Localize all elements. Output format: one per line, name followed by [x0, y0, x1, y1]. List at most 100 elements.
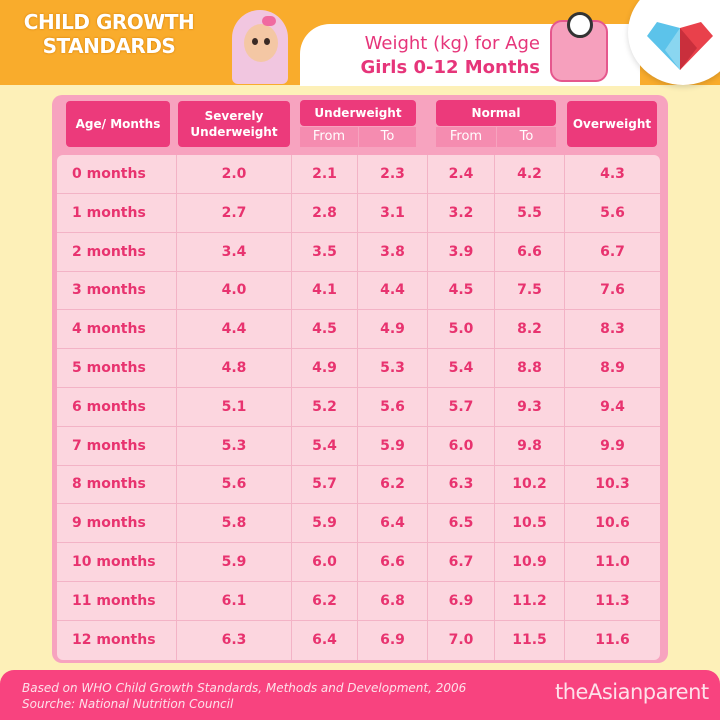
- table-row: 0 months 2.0 2.1 2.3 2.4 4.2 4.3: [57, 155, 660, 194]
- cell-normal-to: 11.5: [495, 620, 565, 660]
- cell-overweight: 11.0: [595, 554, 630, 570]
- table-row: 1 months 2.7 2.8 3.1 3.2 5.5 5.6: [57, 193, 660, 233]
- cell-severely-underweight: 5.6: [177, 465, 292, 504]
- subtitle-line-2: Girls 0-12 Months: [360, 57, 540, 78]
- scale-icon: [550, 12, 608, 82]
- title-line-2: STANDARDS: [42, 34, 176, 58]
- table-row: 8 months 5.6 5.7 6.2 6.3 10.2 10.3: [57, 465, 660, 505]
- cell-age: 6 months: [57, 387, 177, 426]
- header-age: Age/ Months: [66, 101, 170, 147]
- cell-normal-to: 10.2: [495, 465, 565, 504]
- cell-underweight-from: 5.9: [292, 504, 358, 543]
- cell-normal-from: 4.5: [428, 271, 495, 310]
- cell-normal-from: 3.9: [428, 232, 495, 271]
- cell-normal-to: 10.5: [495, 504, 565, 543]
- cell-normal-from: 5.0: [428, 310, 495, 349]
- cell-severely-underweight: 5.3: [177, 426, 292, 465]
- subtitle-line-1: Weight (kg) for Age: [364, 33, 540, 54]
- cell-severely-underweight: 4.4: [177, 310, 292, 349]
- cell-overweight: 11.6: [595, 632, 630, 649]
- cell-normal-to: 10.9: [495, 543, 565, 581]
- cell-underweight-from: 5.4: [292, 426, 358, 465]
- table-row: 7 months 5.3 5.4 5.9 6.0 9.8 9.9: [57, 426, 660, 466]
- subtitle: Weight (kg) for Age Girls 0-12 Months: [330, 32, 540, 80]
- cell-overweight: 6.7: [600, 243, 625, 260]
- cell-normal-from: 7.0: [428, 620, 495, 660]
- cell-underweight-from: 4.9: [292, 349, 358, 387]
- cell-normal-from: 6.7: [428, 543, 495, 581]
- cell-underweight-to: 6.8: [358, 581, 428, 620]
- cell-normal-to: 9.3: [495, 387, 565, 426]
- header-normal-from: From: [436, 127, 496, 147]
- table-row: 2 months 3.4 3.5 3.8 3.9 6.6 6.7: [57, 232, 660, 272]
- cell-overweight: 9.4: [600, 398, 625, 415]
- cell-overweight: 9.9: [600, 437, 625, 454]
- cell-severely-underweight: 2.0: [177, 155, 292, 193]
- cell-underweight-from: 3.5: [292, 232, 358, 271]
- table-row: 5 months 4.8 4.9 5.3 5.4 8.8 8.9: [57, 349, 660, 388]
- header-underweight-from: From: [300, 127, 358, 147]
- cell-underweight-from: 4.5: [292, 310, 358, 349]
- cell-severely-underweight: 2.7: [177, 193, 292, 232]
- cell-underweight-to: 6.9: [358, 620, 428, 660]
- cell-underweight-from: 4.1: [292, 271, 358, 310]
- header-normal-to: To: [497, 127, 556, 147]
- cell-normal-from: 6.5: [428, 504, 495, 543]
- cell-normal-to: 8.8: [495, 349, 565, 387]
- cell-age: 0 months: [57, 155, 177, 193]
- cell-normal-to: 7.5: [495, 271, 565, 310]
- cell-underweight-to: 4.4: [358, 271, 428, 310]
- cell-overweight: 11.3: [595, 592, 630, 609]
- cell-severely-underweight: 6.1: [177, 581, 292, 620]
- cell-underweight-to: 5.9: [358, 426, 428, 465]
- cell-normal-to: 4.2: [495, 155, 565, 193]
- cell-underweight-to: 5.3: [358, 349, 428, 387]
- cell-normal-from: 3.2: [428, 193, 495, 232]
- infographic-title: CHILD GROWTH STANDARDS: [14, 10, 204, 58]
- cell-age: 10 months: [57, 543, 177, 581]
- cell-underweight-to: 4.9: [358, 310, 428, 349]
- cell-normal-to: 5.5: [495, 193, 565, 232]
- cell-age: 4 months: [57, 310, 177, 349]
- heart-logo-icon: [647, 22, 713, 70]
- cell-normal-to: 6.6: [495, 232, 565, 271]
- cell-overweight: 10.6: [595, 515, 630, 532]
- girl-illustration-icon: [232, 10, 288, 84]
- cell-normal-from: 5.4: [428, 349, 495, 387]
- cell-age: 7 months: [57, 426, 177, 465]
- cell-underweight-from: 2.1: [292, 155, 358, 193]
- cell-normal-to: 11.2: [495, 581, 565, 620]
- cell-overweight: 10.3: [595, 476, 630, 493]
- cell-underweight-to: 2.3: [358, 155, 428, 193]
- cell-underweight-to: 6.2: [358, 465, 428, 504]
- cell-age: 3 months: [57, 271, 177, 310]
- header-normal: Normal: [436, 100, 556, 126]
- cell-overweight: 8.9: [600, 360, 625, 376]
- brand-logo: theAsianparent: [555, 680, 709, 704]
- cell-severely-underweight: 5.9: [177, 543, 292, 581]
- table-row: 4 months 4.4 4.5 4.9 5.0 8.2 8.3: [57, 310, 660, 350]
- cell-normal-to: 8.2: [495, 310, 565, 349]
- cell-normal-from: 6.9: [428, 581, 495, 620]
- cell-age: 5 months: [57, 349, 177, 387]
- cell-underweight-to: 6.4: [358, 504, 428, 543]
- cell-underweight-from: 2.8: [292, 193, 358, 232]
- cell-underweight-to: 5.6: [358, 387, 428, 426]
- cell-age: 2 months: [57, 232, 177, 271]
- table-row: 3 months 4.0 4.1 4.4 4.5 7.5 7.6: [57, 271, 660, 311]
- cell-age: 1 months: [57, 193, 177, 232]
- cell-age: 12 months: [57, 620, 177, 660]
- cell-overweight: 7.6: [600, 282, 625, 299]
- cell-normal-from: 6.3: [428, 465, 495, 504]
- cell-underweight-to: 6.6: [358, 543, 428, 581]
- cell-severely-underweight: 3.4: [177, 232, 292, 271]
- cell-underweight-from: 6.0: [292, 543, 358, 581]
- footnote-line-2: Sourche: National Nutrition Council: [22, 697, 234, 711]
- cell-overweight: 4.3: [600, 166, 625, 182]
- header-overweight: Overweight: [567, 101, 657, 147]
- footnote-line-1: Based on WHO Child Growth Standards, Met…: [22, 681, 467, 695]
- cell-underweight-from: 5.7: [292, 465, 358, 504]
- cell-age: 8 months: [57, 465, 177, 504]
- cell-severely-underweight: 6.3: [177, 620, 292, 660]
- footer-bar: [0, 670, 720, 720]
